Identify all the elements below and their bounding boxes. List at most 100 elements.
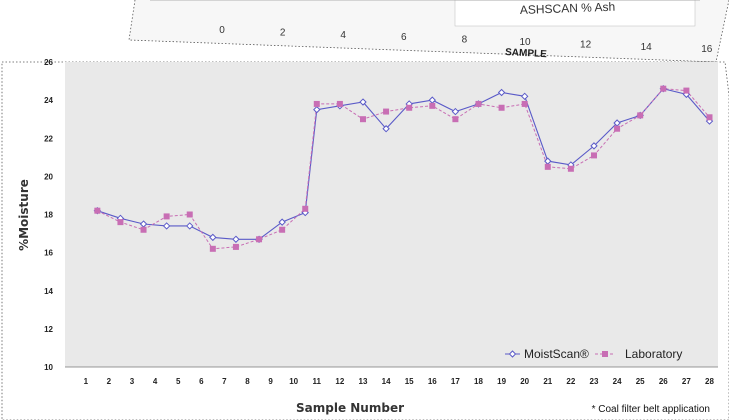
series-0-point-5	[209, 233, 217, 242]
series-1-point-18	[498, 104, 505, 111]
y-tick-labels: 10 12 14 16 18 20 22 24 26	[44, 58, 53, 372]
background-x-tick-6: 6	[401, 32, 407, 43]
series-1-point-13	[383, 108, 390, 115]
y-tick-26: 26	[44, 58, 53, 67]
x-tick-3: 3	[130, 377, 135, 386]
x-tick-7: 7	[222, 377, 227, 386]
x-tick-13: 13	[359, 377, 368, 386]
x-tick-28: 28	[705, 377, 714, 386]
x-tick-8: 8	[245, 377, 250, 386]
series-1-point-25	[660, 85, 667, 92]
background-legend-text: ASHSCAN % Ash	[520, 0, 616, 17]
legend-label-laboratory: Laboratory	[625, 347, 682, 361]
y-tick-24: 24	[44, 96, 53, 105]
x-tick-11: 11	[313, 377, 322, 386]
series-0-point-8	[278, 218, 286, 226]
series-1-point-7	[256, 236, 263, 243]
background-x-tick-16: 16	[701, 44, 713, 55]
x-tick-5: 5	[176, 377, 181, 386]
y-tick-18: 18	[44, 211, 53, 220]
series-1-point-8	[279, 226, 286, 233]
x-tick-4: 4	[153, 377, 158, 386]
background-x-tick-12: 12	[580, 39, 592, 50]
series-1-point-0	[94, 207, 101, 214]
series-1-point-20	[544, 163, 551, 170]
y-tick-14: 14	[44, 287, 53, 296]
series-1-point-6	[232, 243, 239, 250]
x-tick-16: 16	[428, 377, 437, 386]
y-tick-16: 16	[44, 249, 53, 258]
background-x-tick-10: 10	[519, 37, 531, 48]
legend-label-moistscan: MoistScan®	[524, 347, 589, 361]
x-tick-26: 26	[659, 377, 668, 386]
background-x-tick-labels: 0 2 4 6 8 10 12 14 16	[219, 25, 713, 55]
x-tick-20: 20	[520, 377, 529, 386]
series-0-point-22	[590, 142, 598, 150]
series-1-point-14	[406, 104, 413, 111]
series-0-point-16	[451, 107, 460, 116]
y-tick-20: 20	[44, 172, 53, 181]
series-1-point-11	[336, 100, 343, 107]
background-chart-fragment: 0 2 4 6 8 10 12 14 16 ASHSCAN % Ash SAMPLE	[128, 0, 729, 63]
series-1-point-17	[475, 100, 482, 107]
x-tick-27: 27	[682, 377, 691, 386]
background-x-tick-0: 0	[219, 25, 225, 36]
series-0-point-10	[313, 105, 321, 114]
x-tick-15: 15	[405, 377, 414, 386]
x-tick-23: 23	[590, 377, 599, 386]
series-1-point-1	[117, 219, 124, 226]
x-tick-labels: 1 2 3 4 5 6 7 8 9 10 11 12 13 14 15 16 17 18 19 20 21 22 23 24 2…	[84, 377, 715, 386]
x-tick-10: 10	[289, 377, 298, 386]
series-1-point-24	[637, 112, 644, 119]
y-tick-22: 22	[44, 134, 53, 143]
series-1-point-19	[521, 100, 528, 107]
series-0-point-6	[232, 235, 240, 243]
x-tick-19: 19	[497, 377, 506, 386]
x-tick-1: 1	[84, 377, 89, 386]
background-x-axis-title: SAMPLE	[505, 47, 548, 60]
plot-area	[65, 62, 718, 367]
x-tick-9: 9	[268, 377, 273, 386]
x-tick-6: 6	[199, 377, 204, 386]
background-x-tick-8: 8	[462, 35, 468, 46]
x-tick-12: 12	[335, 377, 344, 386]
series-1-point-3	[163, 213, 170, 220]
series-1-point-4	[186, 211, 193, 218]
series-0-point-3	[162, 222, 171, 230]
x-tick-24: 24	[613, 377, 622, 386]
series-1-point-26	[683, 87, 690, 94]
legend: MoistScan® Laboratory	[505, 347, 682, 361]
series-1-point-9	[302, 205, 309, 212]
series-1-point-10	[313, 100, 320, 107]
series-0-point-18	[497, 88, 506, 97]
x-tick-14: 14	[382, 377, 391, 386]
background-x-tick-2: 2	[280, 27, 286, 38]
x-axis-title: Sample Number	[296, 401, 404, 415]
series-1-point-5	[209, 245, 216, 252]
y-tick-12: 12	[44, 325, 53, 334]
background-x-tick-4: 4	[340, 30, 346, 41]
series-0-point-4	[186, 222, 194, 230]
x-tick-25: 25	[636, 377, 645, 386]
x-tick-22: 22	[566, 377, 575, 386]
series-1-point-23	[614, 125, 621, 132]
x-tick-21: 21	[543, 377, 552, 386]
series-line-1	[97, 88, 710, 250]
x-tick-2: 2	[107, 377, 112, 386]
series-0-point-12	[359, 98, 367, 106]
y-axis-title: %Moisture	[17, 179, 31, 251]
series-1-point-2	[140, 226, 147, 233]
series-1-point-21	[567, 165, 574, 172]
series-0-point-19	[520, 92, 529, 101]
series-layer	[93, 84, 714, 252]
series-0-point-13	[382, 125, 390, 133]
background-x-tick-14: 14	[641, 42, 653, 53]
footnote: * Coal filter belt application	[592, 404, 710, 415]
series-1-point-12	[359, 116, 366, 123]
x-tick-17: 17	[451, 377, 460, 386]
series-1-point-27	[706, 114, 713, 121]
series-1-point-15	[429, 102, 436, 109]
series-1-point-16	[452, 116, 459, 123]
series-1-point-22	[590, 152, 597, 159]
